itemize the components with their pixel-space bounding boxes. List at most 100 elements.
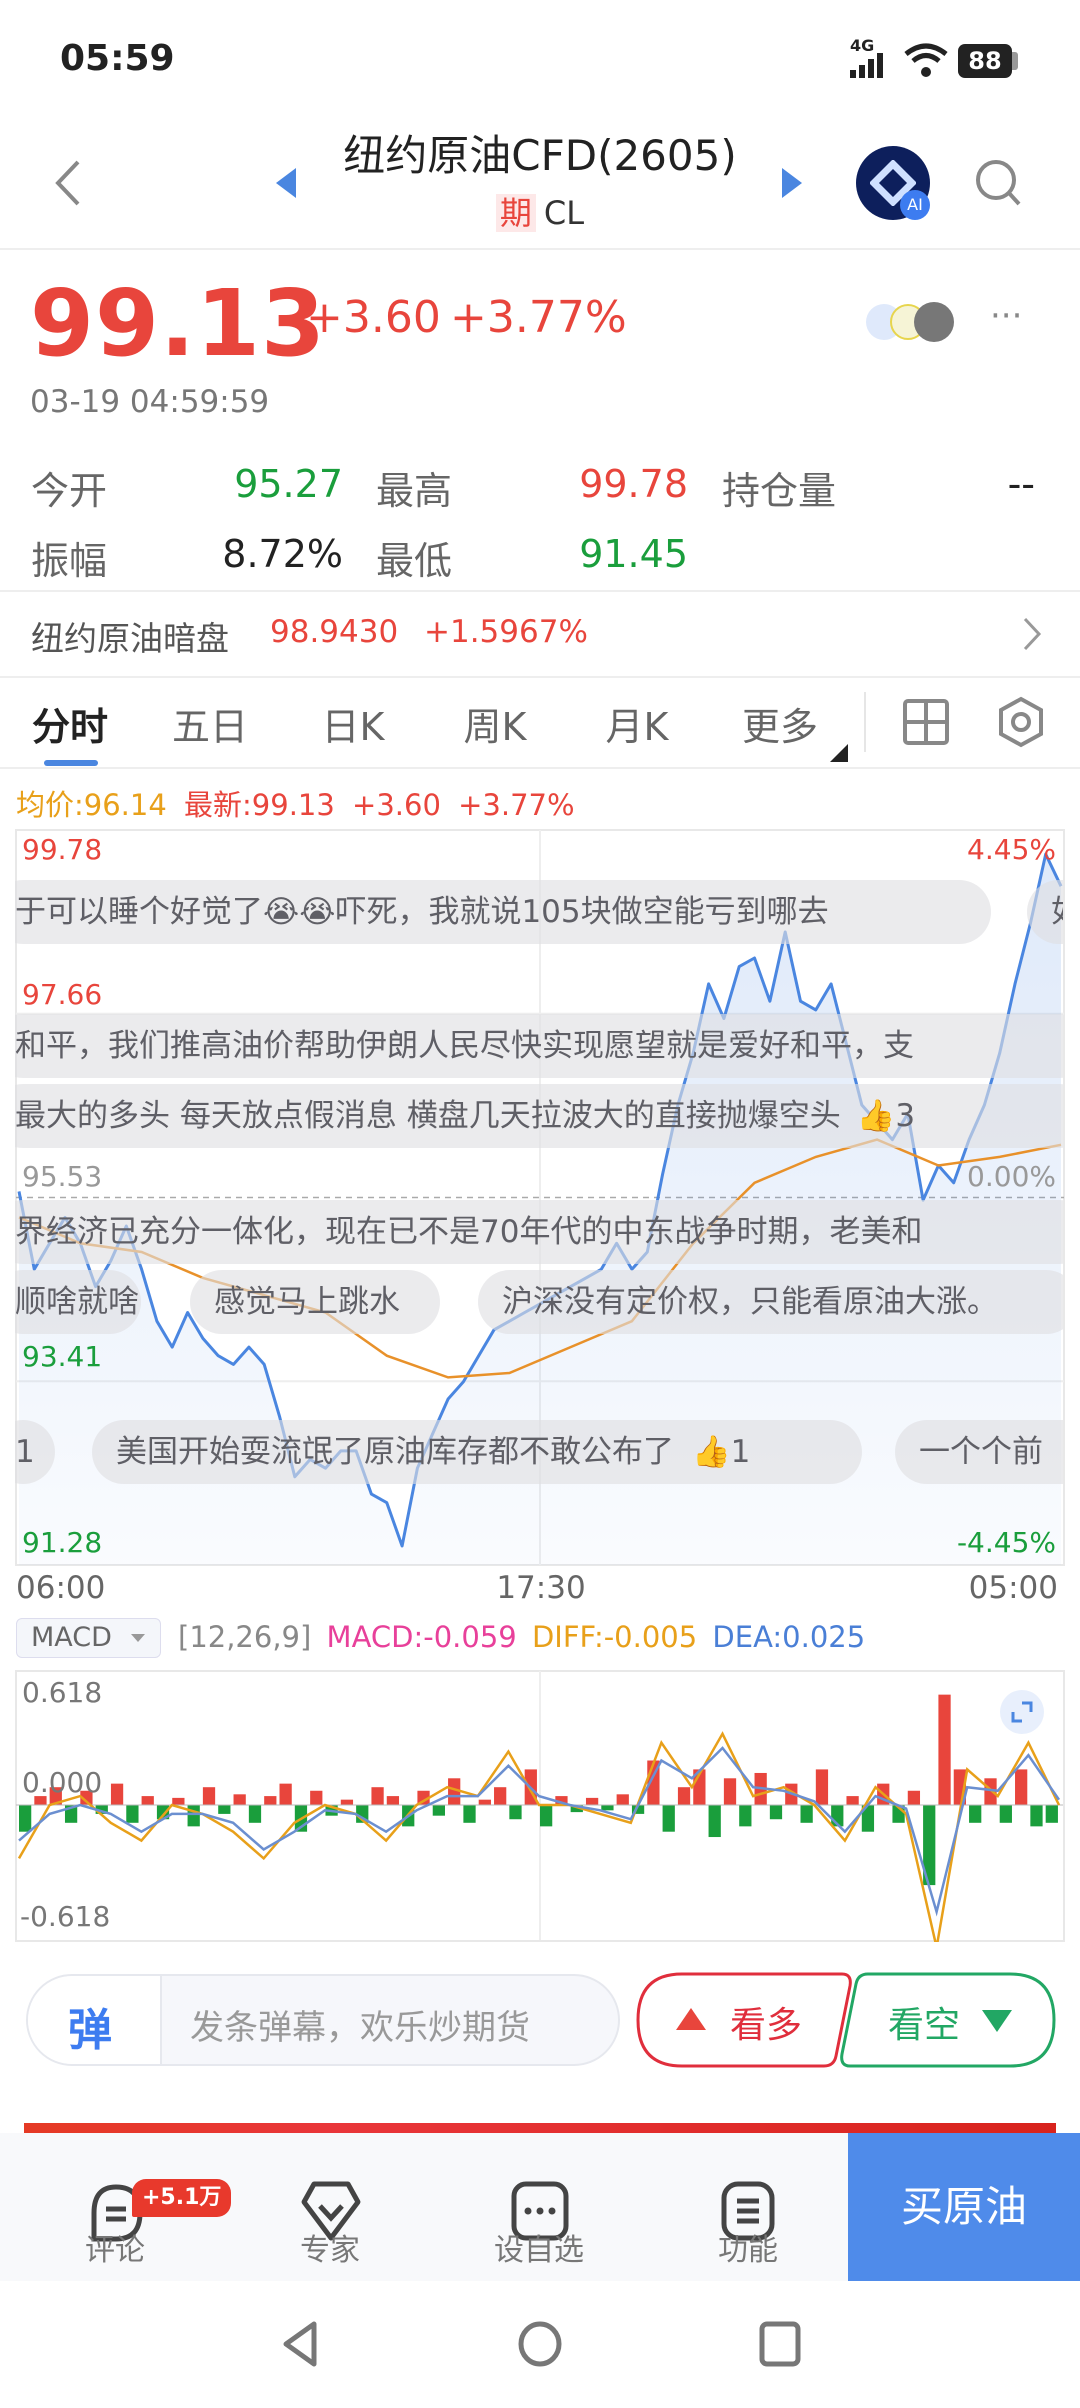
danmaku-icon: 弹 [68, 2005, 112, 2056]
prev-contract-icon[interactable] [274, 166, 298, 200]
more-icon[interactable]: ··· [990, 296, 1023, 336]
danmaku-input[interactable]: 弹 发条弹幕，欢乐炒期货 [26, 1974, 620, 2066]
danmaku-text: 最大的多头 每天放点假消息 横盘几天拉波大的直接抛爆空头 [15, 1098, 841, 1134]
y-label-max: 99.78 [22, 833, 103, 866]
tab-monthly-k[interactable]: 月K [605, 705, 669, 749]
dark-pool-price: 98.9430 [270, 614, 399, 650]
y-label-upper: 97.66 [22, 978, 103, 1011]
macd-bar [1045, 1805, 1058, 1823]
diff-value: DIFF:-0.005 [531, 1620, 698, 1654]
danmaku-bubble[interactable]: 和平，我们推高油价帮助伊朗人民尽快实现愿望就是爱好和平，支 [15, 1014, 1063, 1078]
back-icon[interactable] [52, 158, 84, 208]
system-home-icon[interactable] [517, 2320, 563, 2368]
danmaku-bubble[interactable]: 如 [1027, 880, 1063, 944]
oi-label: 持仓量 [722, 469, 837, 513]
dark-pool-row[interactable]: 纽约原油暗盘 98.9430 +1.5967% [0, 592, 1080, 676]
danmaku-layer: 于可以睡个好觉了😭😭吓死，我就说105块做空能亏到哪去 如 和平，我们推高油价帮… [15, 829, 1063, 1566]
danmaku-toggle[interactable]: 弹 [28, 1976, 162, 2064]
promo-strip [24, 2123, 1056, 2133]
tab-five-day[interactable]: 五日 [171, 705, 249, 749]
macd-bar [187, 1805, 200, 1827]
x-label-end: 05:00 [968, 1570, 1058, 1606]
dea-value: DEA:0.025 [712, 1620, 866, 1654]
bearish-button[interactable]: 看空 [838, 1972, 1056, 2068]
danmaku-bubble[interactable]: 美国开始耍流氓了原油库存都不敢公布了 👍1 [92, 1420, 862, 1484]
ai-assistant-button[interactable]: AI [856, 146, 930, 220]
settings-icon[interactable] [996, 696, 1046, 748]
price-change-pct: +3.77% [450, 292, 627, 343]
dark-pool-change: +1.5967% [424, 614, 588, 650]
danmaku-bubble[interactable]: 顺啥就啥 [15, 1270, 141, 1334]
macd-value: MACD:-0.059 [326, 1620, 517, 1654]
macd-bar [585, 1797, 599, 1805]
divider [0, 767, 1080, 769]
macd-bar [264, 1796, 277, 1805]
macd-bar [80, 1790, 93, 1805]
expand-chart-button[interactable] [1000, 1690, 1044, 1734]
dea-line [18, 1746, 1061, 1917]
nav-comment[interactable]: +5.1万 [40, 2133, 232, 2281]
like-icon[interactable]: 👍 [692, 1434, 731, 1470]
macd-bar [677, 1787, 691, 1805]
avg-price: 均价:96.14 [16, 788, 167, 822]
danmaku-bubble[interactable]: 最大的多头 每天放点假消息 横盘几天拉波大的直接抛爆空头 👍3 [15, 1084, 1063, 1148]
dropdown-corner-icon [830, 744, 848, 762]
macd-bar [49, 1787, 62, 1805]
page-title: 纽约原油CFD(2605) [343, 131, 737, 180]
macd-chart[interactable] [15, 1670, 1065, 1942]
layout-grid-icon[interactable] [902, 698, 950, 746]
buy-button[interactable]: 买原油 [848, 2133, 1080, 2281]
tab-intraday[interactable]: 分时 [31, 705, 109, 749]
system-back-icon[interactable] [280, 2320, 320, 2368]
danmaku-bubble[interactable]: 于可以睡个好觉了😭😭吓死，我就说105块做空能亏到哪去 [15, 880, 991, 944]
danmaku-bubble[interactable]: 一个个前 [895, 1420, 1063, 1484]
macd-bar [95, 1805, 108, 1814]
like-count: 3 [895, 1098, 916, 1134]
search-icon[interactable] [974, 158, 1022, 208]
danmaku-text: 于可以睡个好觉了😭😭吓死，我就说105块做空能亏到哪去 [15, 894, 829, 930]
expand-icon [1011, 1701, 1033, 1723]
next-contract-icon[interactable] [780, 166, 804, 200]
futures-badge: 期 [495, 194, 536, 232]
macd-bar [279, 1783, 292, 1805]
indicator-selector[interactable]: MACD [16, 1618, 161, 1658]
y-label-base: 95.53 [22, 1160, 103, 1193]
macd-bar [141, 1796, 154, 1805]
bearish-button-border [840, 1972, 1056, 2068]
status-time: 05:59 [60, 38, 175, 79]
macd-bar [555, 1796, 568, 1805]
bullish-button[interactable]: 看多 [636, 1972, 854, 2068]
danmaku-bubble[interactable]: 沪深没有定价权，只能看原油大涨。 [478, 1270, 1063, 1334]
danmaku-bubble[interactable]: 界经济已充分一体化，现在已不是70年代的中东战争时期，老美和 [15, 1200, 1063, 1264]
ai-logo-icon [870, 160, 916, 206]
macd-bar [340, 1799, 354, 1805]
bullish-label: 看多 [730, 2005, 803, 2046]
add-watchlist-icon[interactable] [510, 2180, 570, 2242]
macd-y-zero: 0.000 [22, 1766, 103, 1799]
y-label-pct-base: 0.00% [967, 1160, 1056, 1193]
macd-bar [386, 1796, 400, 1805]
divider [864, 692, 866, 752]
share-icons[interactable] [866, 302, 976, 342]
danmaku-bubble[interactable]: 感觉马上跳水 [190, 1270, 440, 1334]
like-icon[interactable]: 👍 [856, 1098, 896, 1134]
macd-bar [969, 1805, 982, 1823]
macd-bar [478, 1799, 491, 1805]
macd-bar [708, 1805, 721, 1838]
menu-icon[interactable] [720, 2180, 776, 2242]
y-label-lower: 93.41 [22, 1340, 103, 1373]
nav-comment-label: 评论 [85, 2233, 145, 2268]
macd-bar [769, 1805, 783, 1820]
comment-count-badge: +5.1万 [132, 2179, 232, 2217]
system-recents-icon[interactable] [758, 2320, 802, 2368]
expert-icon[interactable] [300, 2180, 362, 2244]
macd-params: [12,26,9] [178, 1620, 312, 1654]
x-label-mid: 17:30 [496, 1570, 586, 1606]
indicator-name: MACD [31, 1622, 112, 1653]
tab-weekly-k[interactable]: 周K [463, 705, 527, 749]
macd-bar [723, 1778, 737, 1805]
danmaku-bubble[interactable]: 1 [15, 1420, 55, 1484]
tab-daily-k[interactable]: 日K [321, 705, 385, 749]
tab-more[interactable]: 更多 [741, 705, 819, 749]
macd-bar [616, 1794, 629, 1805]
